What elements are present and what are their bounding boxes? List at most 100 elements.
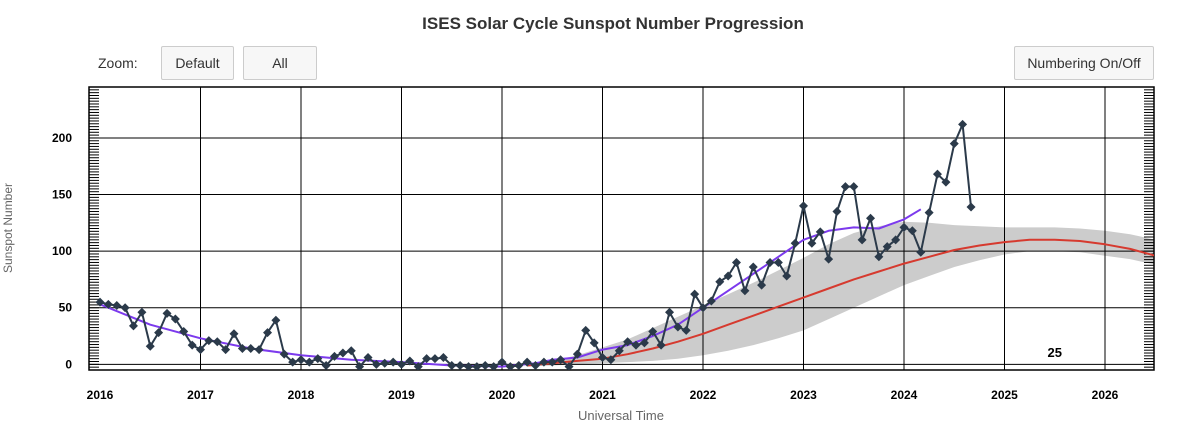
monthly-data-point[interactable]	[447, 360, 457, 370]
monthly-data-point[interactable]	[882, 242, 892, 252]
monthly-data-point[interactable]	[346, 346, 356, 356]
monthly-data-point[interactable]	[296, 355, 306, 365]
monthly-data-point[interactable]	[170, 314, 180, 324]
monthly-data-point[interactable]	[949, 139, 959, 149]
monthly-data-point[interactable]	[665, 307, 675, 317]
monthly-data-point[interactable]	[229, 329, 239, 339]
monthly-data-point[interactable]	[773, 257, 783, 267]
monthly-data-point[interactable]	[556, 355, 566, 365]
monthly-data-point[interactable]	[464, 362, 474, 371]
monthly-data-point[interactable]	[405, 356, 415, 366]
monthly-data-point[interactable]	[514, 360, 524, 370]
monthly-data-point[interactable]	[263, 328, 273, 338]
monthly-data-point[interactable]	[271, 315, 281, 325]
monthly-data-point[interactable]	[639, 338, 649, 348]
monthly-data-point[interactable]	[723, 271, 733, 281]
monthly-data-point[interactable]	[246, 343, 256, 353]
monthly-data-point[interactable]	[388, 357, 398, 367]
monthly-data-point[interactable]	[765, 257, 775, 267]
monthly-data-point[interactable]	[204, 336, 214, 346]
monthly-data-point[interactable]	[564, 362, 574, 371]
monthly-data-point[interactable]	[656, 340, 666, 350]
monthly-data-point[interactable]	[380, 358, 390, 368]
monthly-data-point[interactable]	[614, 346, 624, 356]
monthly-data-point[interactable]	[530, 360, 540, 370]
monthly-data-point[interactable]	[112, 300, 122, 310]
monthly-data-point[interactable]	[899, 222, 909, 232]
monthly-data-point[interactable]	[196, 345, 205, 355]
monthly-data-point[interactable]	[430, 354, 440, 364]
monthly-data-point[interactable]	[958, 119, 968, 129]
monthly-data-point[interactable]	[815, 227, 825, 237]
monthly-data-point[interactable]	[581, 325, 591, 335]
monthly-data-point[interactable]	[539, 357, 549, 367]
monthly-data-point[interactable]	[941, 177, 951, 187]
monthly-data-point[interactable]	[673, 322, 683, 332]
monthly-data-point[interactable]	[706, 296, 716, 306]
monthly-data-point[interactable]	[606, 355, 616, 365]
monthly-data-point[interactable]	[824, 254, 834, 264]
monthly-data-point[interactable]	[623, 337, 633, 347]
monthly-data-point[interactable]	[179, 327, 189, 337]
monthly-data-point[interactable]	[237, 343, 247, 353]
monthly-data-point[interactable]	[748, 262, 758, 272]
monthly-data-point[interactable]	[631, 340, 641, 350]
monthly-data-point[interactable]	[288, 357, 298, 367]
monthly-data-point[interactable]	[221, 345, 231, 355]
monthly-data-point[interactable]	[154, 328, 164, 338]
monthly-data-point[interactable]	[849, 182, 859, 192]
monthly-data-point[interactable]	[648, 327, 658, 337]
monthly-data-point[interactable]	[254, 345, 264, 355]
monthly-data-point[interactable]	[371, 359, 381, 369]
monthly-data-point[interactable]	[698, 303, 708, 313]
monthly-data-point[interactable]	[589, 338, 599, 348]
monthly-data-point[interactable]	[455, 360, 465, 370]
monthly-data-point[interactable]	[505, 362, 515, 371]
monthly-data-point[interactable]	[857, 235, 867, 245]
monthly-data-point[interactable]	[480, 360, 490, 370]
monthly-data-point[interactable]	[321, 360, 331, 370]
monthly-data-point[interactable]	[422, 354, 432, 364]
monthly-data-point[interactable]	[329, 351, 339, 361]
monthly-data-point[interactable]	[438, 353, 448, 363]
monthly-data-point[interactable]	[187, 340, 197, 350]
monthly-data-point[interactable]	[715, 277, 725, 287]
monthly-data-point[interactable]	[598, 353, 607, 363]
monthly-data-point[interactable]	[690, 289, 700, 299]
monthly-data-point[interactable]	[932, 169, 942, 179]
monthly-data-point[interactable]	[832, 207, 842, 217]
monthly-data-point[interactable]	[782, 271, 792, 281]
monthly-data-point[interactable]	[128, 321, 138, 331]
monthly-data-point[interactable]	[120, 303, 130, 313]
monthly-data-point[interactable]	[924, 208, 934, 218]
monthly-data-point[interactable]	[413, 362, 423, 371]
monthly-data-point[interactable]	[790, 238, 800, 248]
monthly-data-point[interactable]	[304, 357, 314, 367]
monthly-data-point[interactable]	[397, 359, 406, 369]
monthly-data-point[interactable]	[279, 349, 289, 359]
monthly-data-point[interactable]	[522, 357, 532, 367]
monthly-data-point[interactable]	[807, 238, 817, 248]
monthly-data-point[interactable]	[162, 308, 172, 318]
monthly-data-point[interactable]	[137, 307, 147, 317]
monthly-data-point[interactable]	[907, 226, 917, 236]
monthly-data-point[interactable]	[145, 341, 155, 351]
monthly-data-point[interactable]	[966, 202, 976, 212]
monthly-data-point[interactable]	[497, 357, 507, 367]
monthly-data-point[interactable]	[916, 247, 926, 257]
monthly-data-point[interactable]	[866, 213, 876, 223]
monthly-data-point[interactable]	[338, 348, 348, 358]
monthly-data-point[interactable]	[212, 337, 222, 347]
zoom-all-button[interactable]: All	[243, 46, 317, 80]
monthly-data-point[interactable]	[891, 235, 901, 245]
monthly-data-point[interactable]	[681, 325, 691, 335]
monthly-data-point[interactable]	[840, 182, 850, 192]
monthly-data-point[interactable]	[472, 362, 482, 371]
monthly-data-point[interactable]	[757, 280, 767, 290]
monthly-data-point[interactable]	[874, 252, 884, 262]
numbering-toggle-button[interactable]: Numbering On/Off	[1014, 46, 1154, 80]
monthly-data-point[interactable]	[103, 299, 113, 309]
zoom-default-button[interactable]: Default	[161, 46, 234, 80]
monthly-data-point[interactable]	[489, 362, 499, 371]
monthly-data-point[interactable]	[740, 286, 750, 296]
